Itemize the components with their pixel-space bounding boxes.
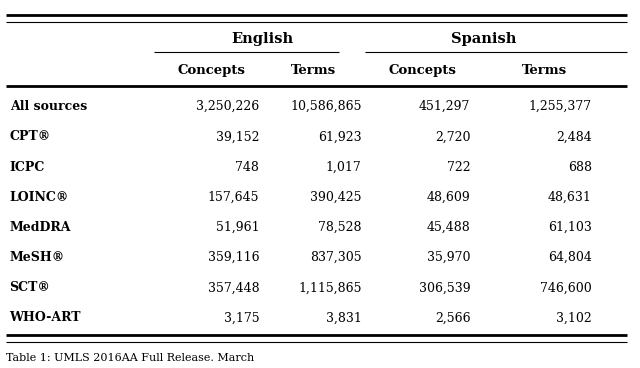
Text: 390,425: 390,425 xyxy=(310,191,362,204)
Text: 51,961: 51,961 xyxy=(216,221,259,234)
Text: 2,484: 2,484 xyxy=(556,130,592,144)
Text: 451,297: 451,297 xyxy=(419,100,470,113)
Text: 2,566: 2,566 xyxy=(435,311,470,325)
Text: SCT®: SCT® xyxy=(10,281,51,294)
Text: 45,488: 45,488 xyxy=(427,221,470,234)
Text: Concepts: Concepts xyxy=(388,64,456,77)
Text: ICPC: ICPC xyxy=(10,160,45,174)
Text: English: English xyxy=(231,32,294,46)
Text: 306,539: 306,539 xyxy=(419,281,470,294)
Text: 48,631: 48,631 xyxy=(548,191,592,204)
Text: 35,970: 35,970 xyxy=(427,251,470,264)
Text: 39,152: 39,152 xyxy=(216,130,259,144)
Text: 3,250,226: 3,250,226 xyxy=(196,100,259,113)
Text: 78,528: 78,528 xyxy=(318,221,362,234)
Text: 10,586,865: 10,586,865 xyxy=(290,100,362,113)
Text: 722: 722 xyxy=(447,160,470,174)
Text: WHO-ART: WHO-ART xyxy=(10,311,81,325)
Text: 688: 688 xyxy=(568,160,592,174)
Text: 61,923: 61,923 xyxy=(318,130,362,144)
Text: MedDRA: MedDRA xyxy=(10,221,71,234)
Text: 157,645: 157,645 xyxy=(208,191,259,204)
Text: Spanish: Spanish xyxy=(451,32,516,46)
Text: 746,600: 746,600 xyxy=(540,281,592,294)
Text: 357,448: 357,448 xyxy=(207,281,259,294)
Text: 1,017: 1,017 xyxy=(326,160,362,174)
Text: LOINC®: LOINC® xyxy=(10,191,69,204)
Text: All sources: All sources xyxy=(10,100,87,113)
Text: CPT®: CPT® xyxy=(10,130,51,144)
Text: 2,720: 2,720 xyxy=(435,130,470,144)
Text: 61,103: 61,103 xyxy=(548,221,592,234)
Text: 3,102: 3,102 xyxy=(556,311,592,325)
Text: 359,116: 359,116 xyxy=(207,251,259,264)
Text: 3,175: 3,175 xyxy=(223,311,259,325)
Text: Terms: Terms xyxy=(291,64,336,77)
Text: MeSH®: MeSH® xyxy=(10,251,65,264)
Text: 1,255,377: 1,255,377 xyxy=(529,100,592,113)
Text: 64,804: 64,804 xyxy=(548,251,592,264)
Text: 837,305: 837,305 xyxy=(310,251,362,264)
Text: 48,609: 48,609 xyxy=(427,191,470,204)
Text: Concepts: Concepts xyxy=(177,64,245,77)
Text: 1,115,865: 1,115,865 xyxy=(298,281,362,294)
Text: 3,831: 3,831 xyxy=(326,311,362,325)
Text: Terms: Terms xyxy=(522,64,566,77)
Text: Table 1: UMLS 2016AA Full Release. March: Table 1: UMLS 2016AA Full Release. March xyxy=(6,353,255,363)
Text: 748: 748 xyxy=(236,160,259,174)
